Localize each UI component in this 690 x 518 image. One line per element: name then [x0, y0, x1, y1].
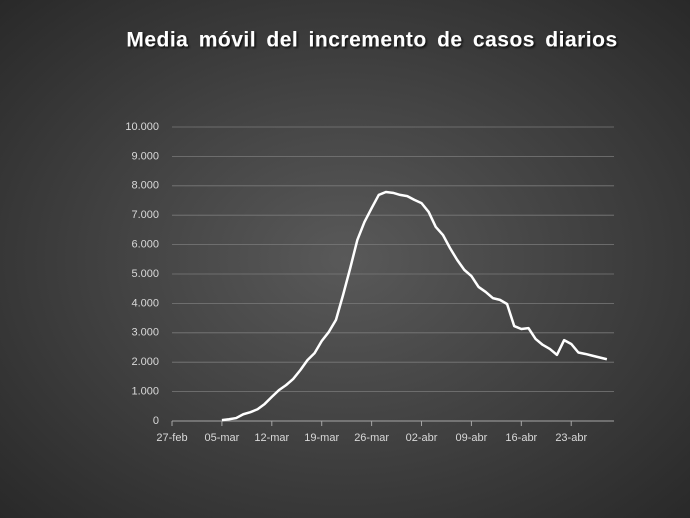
y-tick-label: 7.000 [131, 209, 159, 221]
y-tick-label: 1.000 [131, 386, 159, 398]
y-tick-label: 9.000 [131, 150, 159, 162]
y-tick-label: 10.000 [125, 121, 159, 133]
x-tick-label: 27-feb [156, 432, 187, 444]
x-tick-label: 26-mar [354, 432, 389, 444]
y-tick-label: 6.000 [131, 239, 159, 251]
chart-title: Media móvil del incremento de casos diar… [126, 29, 617, 52]
y-tick-label: 3.000 [131, 327, 159, 339]
x-tick-label: 16-abr [505, 432, 537, 444]
x-tick-label: 23-abr [555, 432, 587, 444]
x-tick-label: 02-abr [406, 432, 438, 444]
y-tick-label: 5.000 [131, 268, 159, 280]
x-tick-label: 09-abr [456, 432, 488, 444]
y-tick-label: 2.000 [131, 356, 159, 368]
x-tick-label: 12-mar [254, 432, 289, 444]
y-tick-label: 4.000 [131, 297, 159, 309]
x-tick-label: 05-mar [204, 432, 239, 444]
y-tick-label: 0 [153, 415, 159, 427]
data-line [221, 190, 608, 422]
x-tick-label: 19-mar [304, 432, 339, 444]
y-tick-label: 8.000 [131, 180, 159, 192]
